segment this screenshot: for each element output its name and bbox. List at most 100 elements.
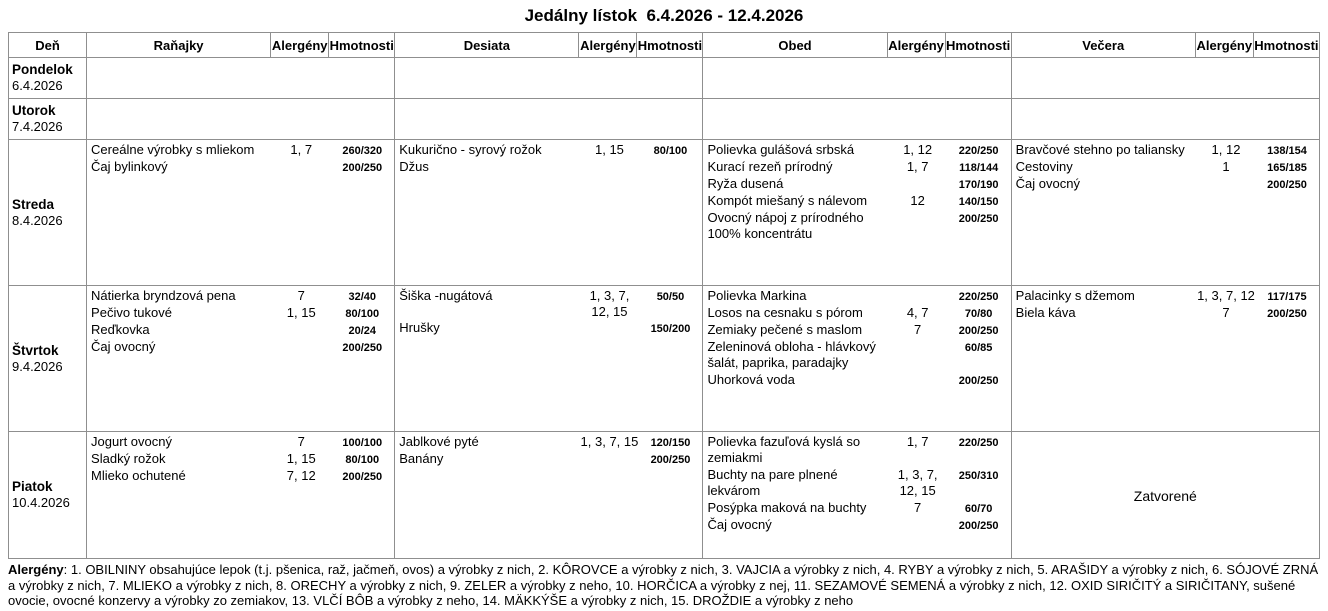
meal-item-allergens: 12 bbox=[910, 193, 925, 208]
day-name: Streda bbox=[12, 196, 55, 212]
table-row: Utorok 7.4.2026 bbox=[7, 98, 1321, 140]
meal-item-weight: 200/250 bbox=[958, 520, 999, 532]
meal-item-name: Biela káva bbox=[1015, 305, 1076, 320]
meal-item-name: Palacinky s džemom bbox=[1015, 288, 1135, 303]
meal-item-weight: 50/50 bbox=[656, 291, 685, 303]
day-cell: Utorok 7.4.2026 bbox=[7, 98, 88, 140]
meal-item-allergens: 1, 3, 7, 12 bbox=[1197, 288, 1255, 303]
meal-item-name: Hrušky bbox=[399, 320, 440, 335]
meal-item-allergens: 1, 7 bbox=[290, 142, 313, 157]
meal-item-allergens: 1 bbox=[1222, 159, 1230, 174]
meal-item-weight: 260/320 bbox=[342, 145, 383, 157]
meal-item-weight: 80/100 bbox=[345, 308, 380, 320]
meal-cell: Jogurt ovocný 7 100/100 Sladký rožok 1, 15 80… bbox=[86, 431, 396, 559]
meal-item-name: Polievka gulášová srbská bbox=[707, 142, 855, 157]
meal-item-allergens: 1, 15 bbox=[286, 451, 316, 466]
meal-item-name: Buchty na pare plnené lekvárom bbox=[707, 467, 838, 498]
meal-item-weight: 220/250 bbox=[958, 437, 999, 449]
meal-item-name: Čaj ovocný bbox=[707, 517, 772, 532]
meal-item-allergens: 7, 12 bbox=[286, 468, 316, 483]
meal-item-weight: 60/85 bbox=[964, 342, 993, 354]
meal-item-name: Posýpka maková na buchty bbox=[707, 500, 867, 515]
meal-item-weight: 165/185 bbox=[1267, 162, 1307, 174]
meal-item-weight: 200/250 bbox=[650, 454, 691, 466]
meal-cell: Polievka fazuľová kyslá so zemiakmi 1, 7 2… bbox=[702, 431, 1012, 559]
header-meal-desiata: Desiata bbox=[394, 32, 580, 58]
meal-item-allergens: 1, 3, 7, 12, 15 bbox=[589, 288, 630, 319]
header-allergens: Alergény bbox=[1194, 32, 1254, 58]
meal-item-weight: 200/250 bbox=[958, 375, 999, 387]
meal-items: Bravčové stehno po taliansky 1, 12 138/154… bbox=[1012, 142, 1319, 193]
header-meal-ranajky: Raňajky bbox=[86, 32, 272, 58]
meal-item-weight: 220/250 bbox=[958, 291, 999, 303]
meal-item-allergens: 1, 12 bbox=[1211, 142, 1241, 157]
table-row: Piatok 10.4.2026 Jogurt ovocný 7 100/100 Slad… bbox=[7, 431, 1321, 559]
meal-item-weight: 140/150 bbox=[958, 196, 999, 208]
meal-items: Šiška -nugátová 1, 3, 7, 12, 15 50/50 Hrušk… bbox=[395, 288, 702, 337]
meal-item-name: Cestoviny bbox=[1015, 159, 1073, 174]
meal-item-name: Kompót miešaný s nálevom bbox=[707, 193, 868, 208]
meal-item-name: Sladký rožok bbox=[91, 451, 166, 466]
meal-item-name: Polievka fazuľová kyslá so zemiakmi bbox=[707, 434, 861, 465]
meal-items: Nátierka bryndzová pena 7 32/40 Pečivo tuko… bbox=[87, 288, 394, 356]
meal-cell bbox=[1010, 98, 1321, 140]
meal-cell bbox=[86, 57, 396, 99]
header-weights: Hmotnosti bbox=[1252, 32, 1321, 58]
day-date: 8.4.2026 bbox=[12, 212, 63, 228]
day-cell: Štvrtok 9.4.2026 bbox=[7, 285, 88, 432]
allergen-legend: Alergény: 1. OBILNINY obsahujúce lepok (… bbox=[8, 562, 1320, 609]
day-date: 10.4.2026 bbox=[12, 495, 70, 510]
day-cell: Piatok 10.4.2026 bbox=[7, 431, 88, 559]
meal-item-name: Bravčové stehno po taliansky bbox=[1015, 142, 1185, 157]
meal-item-allergens: 4, 7 bbox=[906, 305, 929, 320]
day-date: 9.4.2026 bbox=[12, 358, 63, 374]
day-date: 7.4.2026 bbox=[12, 119, 63, 134]
meal-cell: Kukurično - syrový rožok 1, 15 80/100 Džus bbox=[394, 139, 704, 286]
header-weights: Hmotnosti bbox=[636, 32, 704, 58]
meal-item-weight: 220/250 bbox=[958, 145, 999, 157]
meal-items: Jogurt ovocný 7 100/100 Sladký rožok 1, 15 80… bbox=[87, 434, 394, 485]
meal-item-name: Zeleninová obloha - hlávkový šalát, papr… bbox=[707, 339, 876, 370]
meal-cell: Polievka Markina 220/250 Losos na cesnaku … bbox=[702, 285, 1012, 432]
meal-cell bbox=[1010, 57, 1321, 99]
meal-items: Kukurično - syrový rožok 1, 15 80/100 Džus bbox=[395, 142, 702, 176]
meal-item-allergens: 7 bbox=[297, 288, 305, 303]
meal-item-weight: 117/175 bbox=[1267, 291, 1307, 303]
page-title: Jedálny lístok 6.4.2026 - 12.4.2026 bbox=[524, 6, 804, 25]
day-date: 6.4.2026 bbox=[12, 78, 63, 93]
header-allergens: Alergény bbox=[578, 32, 638, 58]
meal-item-weight: 20/24 bbox=[348, 325, 377, 337]
meal-item-name: Pečivo tukové bbox=[91, 305, 172, 320]
meal-item-name: Ovocný nápoj z prírodného 100% koncentrá… bbox=[707, 210, 864, 241]
meal-cell: Jablkové pyté 1, 3, 7, 15 120/150 Banány 200… bbox=[394, 431, 704, 559]
meal-item-allergens: 7 bbox=[914, 500, 922, 515]
meal-item-weight: 120/150 bbox=[650, 437, 691, 449]
meal-item-allergens: 1, 15 bbox=[594, 142, 624, 157]
meal-item-name: Cereálne výrobky s mliekom bbox=[91, 142, 255, 157]
meal-item-weight: 100/100 bbox=[342, 437, 383, 449]
meal-item-weight: 150/200 bbox=[650, 323, 691, 335]
meal-item-name: Zemiaky pečené s maslom bbox=[707, 322, 863, 337]
meal-cell: Bravčové stehno po taliansky 1, 12 138/154… bbox=[1010, 139, 1321, 286]
meal-item-name: Šiška -nugátová bbox=[399, 288, 493, 303]
meal-item-weight: 118/144 bbox=[959, 162, 999, 174]
meal-item-name: Kukurično - syrový rožok bbox=[399, 142, 542, 157]
meal-item-allergens: 1, 15 bbox=[286, 305, 316, 320]
meal-item-weight: 200/250 bbox=[342, 471, 383, 483]
day-name: Piatok bbox=[12, 479, 53, 494]
meal-item-name: Čaj ovocný bbox=[1015, 176, 1080, 191]
allergen-legend-text: : 1. OBILNINY obsahujúce lepok (t.j. pše… bbox=[8, 562, 1319, 608]
meal-items: Cereálne výrobky s mliekom 1, 7 260/320 Čaj… bbox=[87, 142, 394, 176]
meal-item-allergens: 1, 7 bbox=[906, 434, 929, 449]
meal-item-name: Mlieko ochutené bbox=[91, 468, 186, 483]
meal-item-weight: 170/190 bbox=[958, 179, 999, 191]
meal-item-name: Jablkové pyté bbox=[399, 434, 479, 449]
meal-item-weight: 70/80 bbox=[964, 308, 993, 320]
meal-cell: Šiška -nugátová 1, 3, 7, 12, 15 50/50 Hrušk… bbox=[394, 285, 704, 432]
table-row: Štvrtok 9.4.2026 Nátierka bryndzová pena 7 3… bbox=[7, 285, 1321, 432]
meal-item-name: Kurací rezeň prírodný bbox=[707, 159, 833, 174]
meal-items: Jablkové pyté 1, 3, 7, 15 120/150 Banány 200… bbox=[395, 434, 702, 468]
meal-items: Polievka fazuľová kyslá so zemiakmi 1, 7 2… bbox=[703, 434, 1010, 534]
day-name: Štvrtok bbox=[12, 342, 59, 358]
